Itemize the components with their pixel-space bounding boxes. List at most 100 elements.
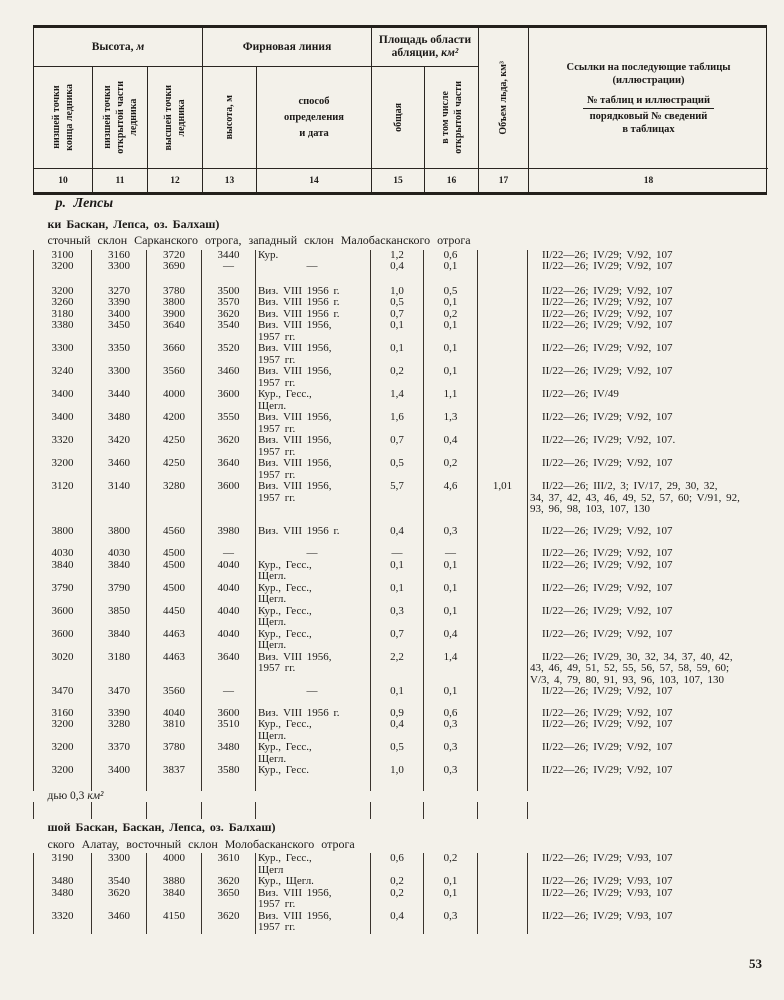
references-cell: II/22—26; III/2, 3; IV/17, 29, 30, 32, 3… <box>526 481 768 516</box>
value-cell: 0,7 <box>370 628 424 652</box>
table-row: 3200 3270 3780 3500 Виз. VIII 1956 г. 1,0 0,5 I… <box>33 285 768 297</box>
value-cell: 3200 <box>33 719 92 742</box>
value-cell: 3580 <box>201 765 256 777</box>
value-cell: 3600 <box>33 605 92 629</box>
table-row: 3100 3160 3720 3440 Кур. 1,2 0,6 II/22—26; IV/2… <box>33 249 768 261</box>
spacer-cell <box>423 272 478 286</box>
value-cell: 0,1 <box>423 887 478 911</box>
value-cell: 0,1 <box>423 320 478 343</box>
references-cell: II/22—26; IV/29; V/92, 107 <box>526 707 768 719</box>
value-cell <box>477 910 528 934</box>
value-cell: 1,0 <box>370 765 424 777</box>
value-cell: 3810 <box>146 719 202 742</box>
section-row: р. Лепсы <box>34 194 768 216</box>
references-cell: II/22—26; IV/29; V/92, 107 <box>526 742 768 765</box>
value-cell: 0,3 <box>423 719 478 742</box>
value-cell: 3020 <box>33 651 92 686</box>
value-cell: 4500 <box>146 559 202 583</box>
table-row: 3260 3390 3800 3570 Виз. VIII 1956 г. 0,5 0,1 I… <box>33 297 768 309</box>
value-cell: 0,5 <box>370 742 424 765</box>
value-cell: 3510 <box>201 719 256 742</box>
value-cell: 3440 <box>201 249 256 261</box>
spacer-cell <box>526 697 768 708</box>
spacer-cell <box>526 515 768 526</box>
value-cell: 3640 <box>201 458 256 481</box>
glacier-table-body: р. Лепсы ки Баскан, Лепса, оз. Балхаш) сто… <box>33 194 768 934</box>
references-cell: II/22—26; IV/29; V/93, 107 <box>526 887 768 911</box>
value-cell: 5,7 <box>370 481 424 516</box>
value-cell: 4040 <box>201 582 256 606</box>
value-cell: 3480 <box>201 742 256 765</box>
col-header-area-total: общая <box>371 66 424 168</box>
column-number-16: 16 <box>424 168 478 192</box>
value-cell: 3660 <box>146 343 202 366</box>
value-cell: 3800 <box>91 525 147 537</box>
value-cell: 1,2 <box>370 249 424 261</box>
spacer-cell <box>477 272 528 286</box>
footnote-row: дью 0,3 км² <box>34 791 768 803</box>
method-cell: Кур., Щегл. <box>255 876 371 888</box>
value-cell: 0,3 <box>370 605 424 629</box>
value-cell <box>477 320 528 343</box>
references-cell: II/22—26; IV/29; V/92, 107 <box>526 285 768 297</box>
table-row: 3200 3300 3690— —0,4 0,1 II/22—26; IV/29; V/9… <box>33 261 768 273</box>
value-cell: 3460 <box>201 366 256 389</box>
column-number-13: 13 <box>202 168 256 192</box>
value-cell: 4030 <box>91 548 147 560</box>
sub-label-12: высшей точки ледника <box>163 84 187 151</box>
col-header-lowest-point-open-part: низшей точки открытой части ледника <box>92 66 147 168</box>
value-cell: 3620 <box>201 435 256 458</box>
spacer-cell <box>91 802 147 819</box>
spacer-cell <box>91 776 147 791</box>
value-cell: 3837 <box>146 765 202 777</box>
value-cell: 3460 <box>91 458 147 481</box>
table-row: 3600 3840 4463 4040 Кур., Гесс., Щегл. 0,7 0,4… <box>33 628 768 652</box>
method-cell: Виз. VIII 1956, 1957 гг. <box>255 887 371 911</box>
value-cell: 0,6 <box>423 249 478 261</box>
value-cell <box>477 628 528 652</box>
table-row: 3160 3390 4040 3600 Виз. VIII 1956 г. 0,9 0,6 I… <box>33 707 768 719</box>
table-row: 3400 3440 4000 3600 Кур., Гесс., Щегл. 1,4 1,1… <box>33 389 768 412</box>
page-number: 53 <box>749 956 762 971</box>
spacer-cell <box>255 802 371 819</box>
spacer-cell <box>201 537 256 548</box>
value-cell: 0,7 <box>370 308 424 320</box>
ice-volume-label: Объем льда, км³ <box>498 61 509 135</box>
value-cell: 0,2 <box>370 876 424 888</box>
value-cell: 3840 <box>146 887 202 911</box>
value-cell: 4500 <box>146 548 202 560</box>
value-cell <box>477 876 528 888</box>
spacer-cell <box>370 515 424 526</box>
spacer-cell <box>201 776 256 791</box>
value-cell: 3900 <box>146 308 202 320</box>
spacer-cell <box>370 776 424 791</box>
value-cell: 0,2 <box>423 853 478 876</box>
value-cell <box>477 458 528 481</box>
glacier-table: р. Лепсы ки Баскан, Лепса, оз. Балхаш) сто… <box>33 194 768 934</box>
spacer-cell <box>201 272 256 286</box>
value-cell: 4030 <box>33 548 92 560</box>
spacer-cell <box>255 272 371 286</box>
value-cell: 3380 <box>33 320 92 343</box>
method-cell: Кур., Гесс., Щегл. <box>255 719 371 742</box>
spacer-cell <box>526 537 768 548</box>
value-cell: 0,3 <box>423 910 478 934</box>
value-cell <box>477 525 528 537</box>
value-cell: 0,2 <box>423 308 478 320</box>
table-row: 3400 3480 4200 3550 Виз. VIII 1956, 1957 гг.… <box>33 412 768 435</box>
method-cell: Виз. VIII 1956, 1957 гг. <box>255 343 371 366</box>
value-cell <box>477 366 528 389</box>
value-cell: 0,1 <box>423 261 478 273</box>
value-cell: 1,3 <box>423 412 478 435</box>
value-cell <box>477 605 528 629</box>
value-cell: 0,1 <box>370 320 424 343</box>
value-cell: 3400 <box>91 308 147 320</box>
col-header-area-open-part: в том числе открытой части <box>424 66 478 168</box>
spacer-row <box>33 776 768 791</box>
value-cell: 0,1 <box>370 582 424 606</box>
value-cell <box>477 249 528 261</box>
spacer-cell <box>477 802 528 819</box>
value-cell: 4040 <box>201 605 256 629</box>
value-cell: 0,1 <box>423 366 478 389</box>
references-cell: II/22—26; IV/29; V/92, 107 <box>526 548 768 560</box>
